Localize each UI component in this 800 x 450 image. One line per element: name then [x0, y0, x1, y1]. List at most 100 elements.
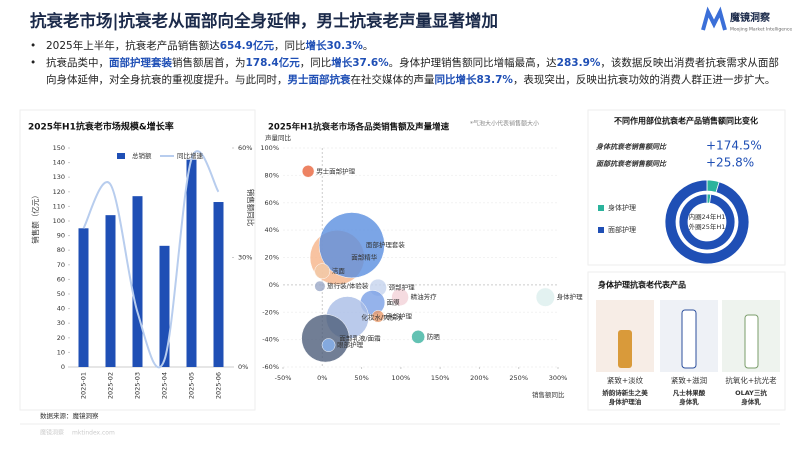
y-tick-label: 30	[57, 319, 65, 327]
bubble	[391, 288, 409, 306]
product-tag: 紧致+淡纹	[607, 375, 644, 385]
highlight: 增长37.6%	[331, 57, 389, 69]
annotation-label: 面部抗衰老销售额同比	[596, 159, 667, 168]
bullet-text: ，该数据反映出消费者抗衰需求从面部向身体延伸，对全身抗衰的重视度提升。与此同时，	[46, 57, 779, 86]
ring-label: 外圈25年H1	[689, 222, 726, 231]
y-tick-label: 40	[57, 305, 65, 313]
y-tick-label: 120	[53, 188, 65, 196]
x-tick-label: 50%	[354, 374, 368, 382]
x-tick-label: 100%	[392, 374, 411, 382]
y-tick-label: 90	[57, 232, 65, 240]
footer-brand: 魔镜洞察	[40, 429, 64, 437]
chart-note: *气泡大小代表销售额大小	[470, 120, 539, 128]
x-tick-label: 0%	[317, 374, 327, 382]
product-name: OLAY三抗	[735, 388, 767, 397]
legend-label: 同比增速	[177, 151, 204, 160]
y-tick-label: -20%	[262, 308, 279, 316]
x-tick-label: 2025-05	[188, 372, 196, 399]
annotation-label: 身体抗衰老销售额同比	[596, 142, 667, 151]
logo-mark	[701, 6, 727, 31]
y-tick-label: 40%	[265, 226, 279, 234]
bar	[213, 202, 224, 367]
y-tick-label: 60%	[265, 199, 279, 207]
product-name: 凡士林果酸	[672, 388, 706, 397]
highlight: 男士面部抗衰	[287, 74, 351, 86]
bubble	[535, 287, 555, 307]
annotation-value: +174.5%	[706, 139, 762, 153]
x-tick-label: 200%	[470, 374, 489, 382]
highlight: 178.4亿元	[245, 57, 300, 69]
bubble	[314, 263, 331, 280]
ring-label: 内圈24年H1	[689, 212, 726, 221]
bullet-text: ，同比	[299, 57, 332, 69]
chart-title: 2025年H1抗衰老市场各品类销售额及声量增速	[268, 122, 450, 133]
product-tag: 紧致+滋润	[671, 375, 707, 385]
y2-tick-label: 60%	[238, 144, 252, 152]
x-axis-label: 销售额同比	[532, 390, 565, 399]
panel	[587, 109, 786, 266]
x-tick-label: 2025-02	[107, 372, 115, 399]
chart-title: 2025年H1抗衰老市场规模&增长率	[28, 121, 174, 133]
highlight: 面部护理套装	[109, 57, 172, 69]
bubble	[301, 314, 350, 363]
footer-site: mktindex.com	[72, 430, 115, 437]
bubble	[301, 165, 315, 178]
y-tick-label: 0	[61, 363, 65, 371]
bullets: 2025年上半年，抗衰老产品销售额达654.9亿元，同比增长30.3%。抗衰品类…	[30, 38, 782, 89]
bubble-label: 洁面	[332, 266, 346, 275]
bar	[159, 245, 170, 367]
legend-swatch	[598, 227, 604, 233]
bullet-text: 在社交媒体的声量	[350, 74, 435, 86]
legend-swatch	[117, 153, 125, 159]
chart-title: 不同作用部位抗衰老产品销售额同比变化	[614, 116, 758, 126]
product-bottle	[618, 330, 632, 368]
bubble-label: 化妆水/爽肤水	[361, 313, 403, 322]
x-tick-label: 2025-03	[134, 372, 142, 399]
y-tick-label: 0%	[269, 281, 279, 289]
legend-swatch	[598, 205, 604, 211]
y-axis-label: 销售额（亿元）	[30, 191, 40, 244]
bubble	[371, 310, 385, 323]
y-tick-label: -40%	[262, 336, 279, 344]
y-tick-label: 100	[53, 217, 65, 225]
y-tick-label: 60	[57, 275, 65, 283]
bubble-label: 精油芳疗	[411, 292, 438, 301]
y-tick-label: 110	[53, 202, 65, 210]
donut-segment	[664, 179, 750, 265]
x-tick-label: 150%	[431, 374, 450, 382]
product-name: 身体护理油	[609, 397, 642, 406]
product-name: 身体乳	[679, 397, 699, 406]
brand-en: Moojing Market Intelligence	[730, 27, 792, 33]
x-tick-label: 300%	[549, 374, 568, 382]
product-name: 娇韵诗新生之美	[602, 388, 648, 397]
y2-tick-label: 30%	[238, 254, 252, 262]
legend-label: 身体护理	[608, 203, 636, 212]
donut-segment	[678, 193, 736, 251]
highlight: 同比增长83.7%	[434, 74, 513, 86]
line	[82, 150, 220, 369]
bullet-text: ，表现突出，反映出抗衰功效的消费人群正进一步扩大。	[512, 74, 776, 86]
highlight: 283.9%	[556, 57, 601, 69]
bar	[105, 215, 116, 367]
y-tick-label: 140	[53, 159, 65, 167]
legend-label: 面部护理	[608, 225, 636, 234]
y-tick-label: 150	[53, 144, 65, 152]
product-images	[596, 300, 780, 372]
y-tick-label: 20%	[265, 254, 279, 262]
product-bottle	[681, 309, 697, 369]
bar	[78, 228, 89, 367]
x-tick-label: 250%	[509, 374, 528, 382]
bullet: 抗衰品类中，面部护理套装销售额居首，为178.4亿元，同比增长37.6%。身体护…	[30, 55, 782, 89]
bubble-label: 面部乳液/面霜	[339, 333, 381, 342]
y-tick-label: 80	[57, 246, 65, 254]
bubble-label: 男士面部护理	[316, 166, 356, 175]
panel	[19, 109, 256, 411]
bubble-label: 面膜	[387, 298, 401, 307]
y2-tick-label: 0%	[238, 363, 248, 371]
y-axis-label: 声量同比	[265, 133, 292, 142]
bubble-label: 面部精华	[351, 253, 378, 262]
x-tick-label: 2025-06	[215, 372, 223, 399]
legend-label: 总销额	[132, 151, 152, 160]
